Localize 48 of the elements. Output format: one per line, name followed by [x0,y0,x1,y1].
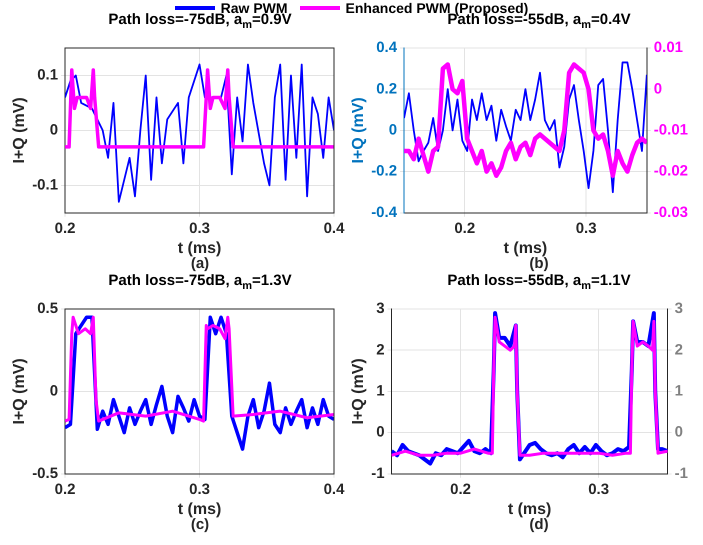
text: (b) [529,255,550,272]
y-tick-label: 0.2 [376,80,398,98]
y-tick-label: 1 [376,382,385,400]
x-axis-title: t (ms) [178,240,222,257]
y-tick-label: 0 [376,424,385,441]
y2-tick-label: -0.01 [654,122,688,139]
y-tick-label: 3 [376,300,385,318]
y2-tick-label: 0 [654,80,662,98]
x-axis-title: t (ms) [508,500,552,518]
y-tick-label: 0.4 [376,39,398,56]
text: (d) [529,516,549,533]
y-axis-title: I+Q (mV) [11,97,28,164]
y-axis-title: I+Q (mV) [350,358,368,425]
x-tick-label: 0.2 [450,480,471,498]
y2-tick-label: -0.02 [654,162,688,180]
chart-title: Path loss=-55dB, a$_{m}$=1.1V [446,272,632,292]
y2-tick-label: 0 [674,424,684,441]
y-tick-label: -0.5 [32,464,58,482]
x-axis-title: t (ms) [178,500,222,518]
text: (c) [190,516,210,533]
y2-tick-label: 3 [674,300,684,318]
x-axis-title: t (ms) [504,240,548,257]
x-tick-label: 0.3 [576,220,597,237]
x-tick-label: 0.4 [324,480,346,498]
x-tick-label: 0.3 [189,220,210,237]
x-tick-label: 0.3 [588,480,610,498]
y-tick-label: -0.1 [32,176,58,194]
y-tick-label: -1 [371,464,385,482]
y2-tick-label: 0.01 [654,39,684,56]
x-tick-label: 0.2 [454,220,476,237]
y2-tick-label: 2 [674,341,684,358]
y-tick-label: -0.4 [371,204,398,221]
y-tick-label: 2 [376,341,385,358]
y2-tick-label: -0.03 [654,204,688,221]
y-tick-label: 0.5 [37,300,58,318]
y-tick-label: -0.2 [371,162,398,180]
y-axis-title: I+Q (mV) [350,97,368,164]
x-tick-label: 0.4 [324,220,346,237]
chart-title: Path loss=-75dB, a$_{m}$=1.3V [107,272,293,292]
y2-tick-label: 1 [674,382,684,400]
y2-tick-label: -1 [674,464,688,482]
x-tick-label: 0.3 [189,480,210,498]
y-tick-label: 0 [50,122,58,139]
y-axis-title: I+Q (mV) [11,358,28,425]
y-tick-label: 0 [50,382,58,400]
text: (a) [190,255,210,272]
y-tick-label: 0 [388,122,398,139]
y-tick-label: 0.1 [37,66,58,84]
